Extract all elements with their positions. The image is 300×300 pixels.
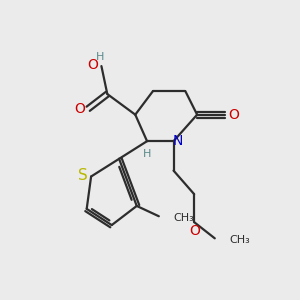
- Text: CH₃: CH₃: [173, 213, 194, 223]
- Text: O: O: [88, 58, 99, 72]
- Text: N: N: [173, 134, 183, 148]
- Text: H: H: [96, 52, 104, 62]
- Text: O: O: [228, 108, 239, 122]
- Text: O: O: [74, 102, 86, 116]
- Text: H: H: [143, 148, 151, 158]
- Text: CH₃: CH₃: [230, 235, 250, 245]
- Text: O: O: [189, 224, 200, 238]
- Text: S: S: [78, 167, 88, 182]
